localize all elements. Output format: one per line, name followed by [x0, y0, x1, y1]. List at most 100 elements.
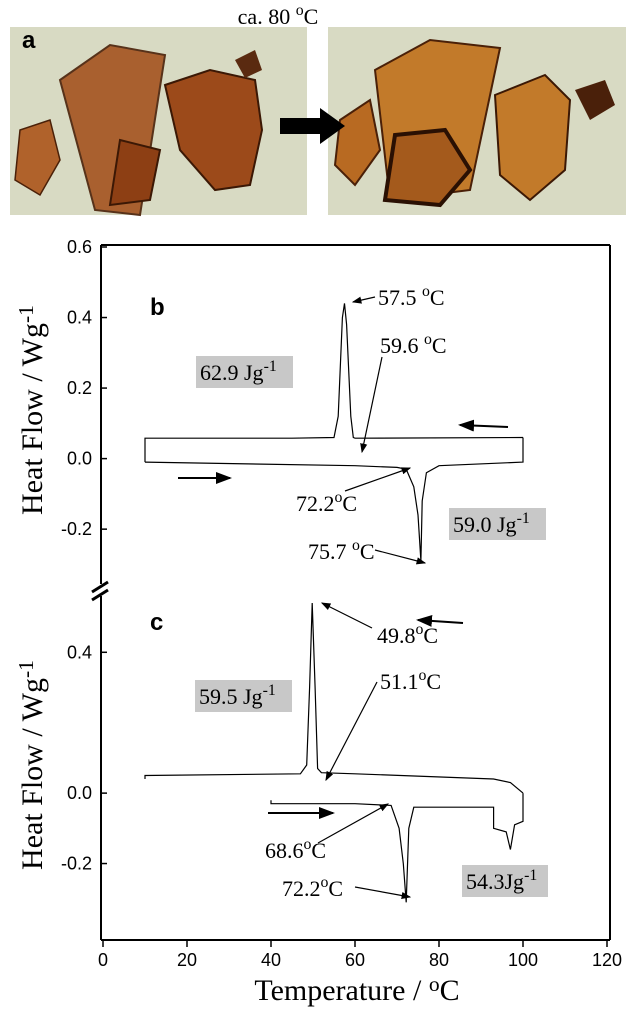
- photo-right: [328, 27, 626, 215]
- x-tick-label: 20: [177, 950, 197, 970]
- annotation: 59.6 oC: [380, 331, 447, 358]
- annotation: 54.3Jg-1: [466, 867, 537, 894]
- superscript: o: [321, 874, 329, 891]
- superscript: -1: [14, 305, 38, 323]
- annotation: 59.5 Jg-1: [199, 682, 276, 709]
- panel-label: a: [22, 27, 36, 54]
- label-text: 49.8: [377, 623, 416, 648]
- superscript: o: [424, 331, 432, 348]
- x-tick-label: 60: [345, 950, 365, 970]
- y-tick-label: -0.2: [61, 854, 92, 874]
- photo-caption: ca. 80 oC: [238, 2, 319, 29]
- unit: C: [432, 333, 447, 358]
- energy-box: [462, 865, 548, 897]
- y-axis-title: Heat Flow / Wg-1: [14, 660, 49, 870]
- unit: C: [360, 539, 375, 564]
- axis-break: [91, 588, 109, 602]
- label-text: 51.1: [380, 669, 419, 694]
- y-tick-label: -0.2: [61, 519, 92, 539]
- annotation: 51.1oC: [380, 667, 441, 694]
- annotation: 72.2oC: [296, 489, 357, 516]
- label-text: 57.5: [378, 285, 422, 310]
- y-tick-label: 0.4: [67, 642, 92, 662]
- label-text: 59.5 Jg: [199, 684, 263, 709]
- label-text: ca. 80: [238, 4, 296, 29]
- unit: C: [304, 4, 319, 29]
- annotation-arrow: [374, 549, 427, 565]
- y-tick-label: 0.2: [67, 378, 92, 398]
- x-tick-label: 80: [429, 950, 449, 970]
- axis-break: [91, 580, 109, 594]
- y-tick-label: 0.0: [67, 783, 92, 803]
- annotation-arrow: [360, 356, 383, 454]
- dsc-curve: [144, 303, 524, 463]
- superscript: o: [419, 667, 427, 684]
- superscript: -1: [517, 510, 530, 527]
- label-text: 59.0 Jg: [453, 512, 517, 537]
- label-text: 62.9 Jg: [200, 360, 264, 385]
- y-axis-title: Heat Flow / Wg-1: [14, 305, 49, 515]
- superscript: o: [304, 836, 312, 853]
- annotation-arrow: [317, 803, 390, 844]
- superscript: -1: [264, 358, 277, 375]
- label-text: 72.2: [296, 491, 335, 516]
- unit: C: [426, 669, 441, 694]
- photo-arrow: [280, 108, 345, 144]
- annotation: 49.8oC: [377, 621, 438, 648]
- annotation: 68.6oC: [265, 836, 326, 863]
- y-tick-label: 0.6: [67, 237, 92, 257]
- x-tick-label: 120: [592, 950, 622, 970]
- superscript: o: [335, 489, 343, 506]
- panel-label: c: [150, 609, 163, 636]
- annotation: 62.9 Jg-1: [200, 358, 277, 385]
- annotation-arrow: [354, 886, 412, 900]
- photo-left: [10, 27, 307, 217]
- unit: C: [342, 491, 357, 516]
- energy-box: [449, 508, 546, 540]
- label-text: 68.6: [265, 838, 304, 863]
- dsc-curve: [144, 602, 524, 794]
- x-tick-label: 0: [98, 950, 108, 970]
- unit: C: [311, 838, 326, 863]
- annotation-arrow: [351, 296, 376, 304]
- superscript: -1: [263, 682, 276, 699]
- y-tick-label: 0.4: [67, 308, 92, 328]
- label-text: Heat Flow / Wg: [16, 323, 49, 515]
- x-axis-title: Temperature / oC: [254, 972, 459, 1007]
- cooling-arrow: [458, 419, 509, 432]
- label-text: Heat Flow / Wg: [16, 678, 49, 870]
- x-tick-label: 40: [261, 950, 281, 970]
- unit: C: [440, 974, 460, 1007]
- dsc-curve: [144, 437, 524, 561]
- y-tick-label: 0.0: [67, 449, 92, 469]
- superscript: o: [422, 283, 430, 300]
- unit: C: [328, 876, 343, 901]
- annotation: 59.0 Jg-1: [453, 510, 530, 537]
- panel-label: b: [150, 294, 165, 321]
- label-text: 75.7: [308, 539, 352, 564]
- superscript: o: [296, 2, 304, 19]
- superscript: o: [352, 537, 360, 554]
- superscript: -1: [524, 867, 537, 884]
- energy-box: [196, 356, 293, 388]
- label-text: 54.3Jg: [466, 869, 524, 894]
- superscript: o: [416, 621, 424, 638]
- energy-box: [195, 680, 292, 712]
- label-text: 59.6: [380, 333, 424, 358]
- label-text: 72.2: [282, 876, 321, 901]
- unit: C: [423, 623, 438, 648]
- annotation: 57.5 oC: [378, 283, 445, 310]
- annotation-arrow: [320, 602, 373, 629]
- x-tick-label: 100: [508, 950, 538, 970]
- cooling-arrow: [416, 614, 464, 627]
- superscript: o: [429, 972, 440, 996]
- unit: C: [430, 285, 445, 310]
- annotation-arrow: [344, 467, 412, 492]
- annotation: 75.7 oC: [308, 537, 375, 564]
- superscript: -1: [14, 660, 38, 678]
- label-text: Temperature /: [254, 974, 428, 1007]
- annotation-arrow: [325, 681, 378, 782]
- annotation: 72.2oC: [282, 874, 343, 901]
